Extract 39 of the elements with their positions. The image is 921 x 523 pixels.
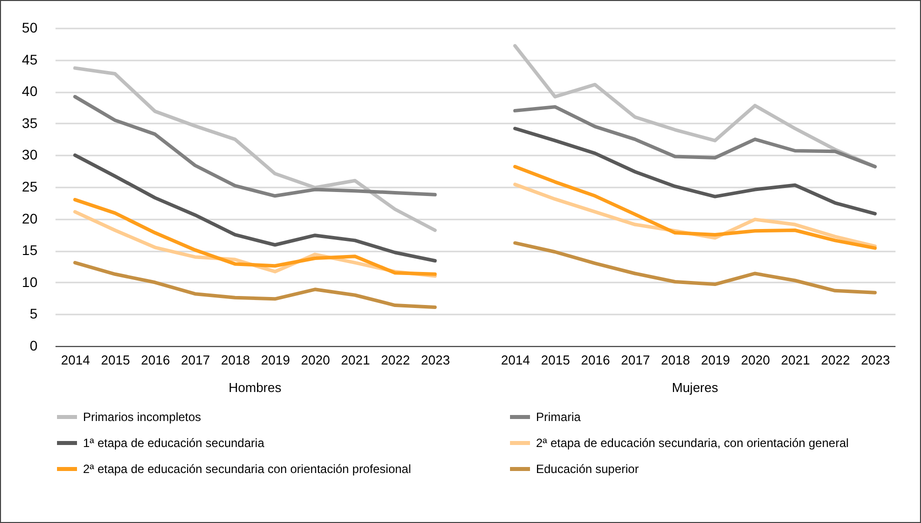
x-tick-label: 2021 — [781, 352, 810, 368]
x-tick-label: 2015 — [101, 352, 130, 368]
x-tick-label: 2021 — [341, 352, 370, 368]
x-tick-label: 2023 — [861, 352, 890, 368]
legend-label: 1ª etapa de educación secundaria — [83, 436, 265, 450]
x-tick-label: 2016 — [581, 352, 610, 368]
x-tick-label: 2022 — [381, 352, 410, 368]
legend-label: Educación superior — [536, 462, 639, 476]
x-tick-label: 2014 — [61, 352, 90, 368]
y-tick-label: 40 — [22, 83, 38, 100]
legend-label: Primaria — [536, 410, 581, 424]
legend-label: 2ª etapa de educación secundaria, con orientación general — [536, 436, 849, 450]
x-tick-label: 2018 — [661, 352, 690, 368]
y-tick-label: 25 — [22, 178, 38, 194]
y-tick-label: 30 — [22, 146, 38, 163]
x-tick-label: 2019 — [701, 352, 730, 368]
y-tick-label: 10 — [22, 274, 38, 290]
x-tick-label: 2020 — [301, 352, 330, 368]
x-tick-label: 2020 — [741, 352, 770, 368]
y-tick-label: 45 — [22, 51, 38, 68]
x-tick-label: 2016 — [141, 352, 170, 368]
x-tick-label: 2014 — [501, 352, 530, 368]
y-tick-label: 20 — [22, 210, 38, 226]
x-tick-label: 2017 — [621, 352, 650, 368]
x-tick-label: 2018 — [221, 352, 250, 368]
y-tick-label: 5 — [30, 306, 38, 322]
text: Mujeres — [672, 380, 719, 395]
y-tick-label: 0 — [30, 338, 38, 354]
legend-label: 2ª etapa de educación secundaria con orientación profesional — [83, 462, 412, 476]
text: Hombres — [228, 380, 282, 395]
y-tick-label: 35 — [22, 114, 38, 131]
x-tick-label: 2017 — [181, 352, 210, 368]
x-tick-label: 2019 — [261, 352, 290, 368]
x-tick-label: 2022 — [821, 352, 850, 368]
x-tick-label: 2015 — [541, 352, 570, 368]
x-tick-label: 2023 — [421, 352, 450, 368]
legend-label: Primarios incompletos — [83, 410, 202, 424]
y-tick-label: 15 — [22, 242, 38, 258]
y-tick-label: 50 — [22, 20, 38, 36]
